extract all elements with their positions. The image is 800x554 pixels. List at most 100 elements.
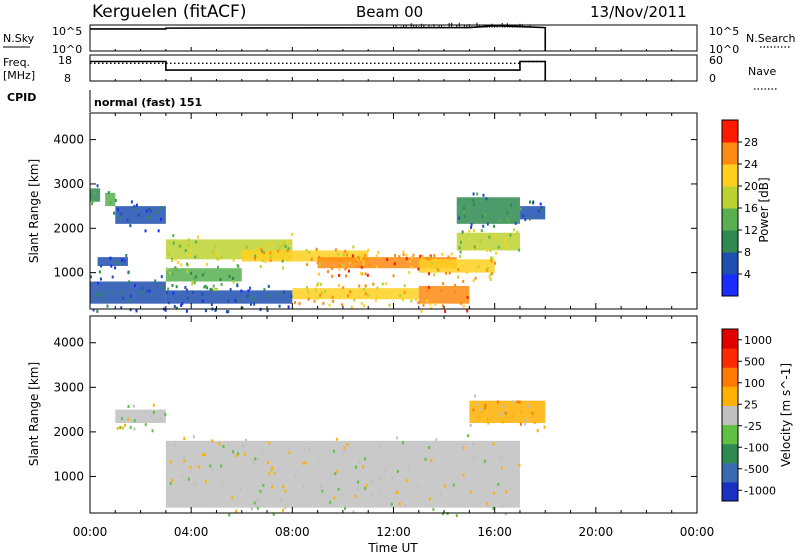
data-speck [360, 271, 363, 275]
data-speck [203, 453, 206, 457]
data-speck [377, 491, 380, 495]
data-speck [328, 303, 331, 307]
data-region-8 [418, 259, 495, 273]
velocity-panel: 1000 2000 3000 4000 00:00 04:00 08:00 12:00 16:… [27, 47, 714, 554]
data-speck [403, 284, 406, 288]
data-speck [323, 289, 326, 293]
nsearch-label: N.Search [746, 32, 796, 45]
data-speck [287, 305, 290, 309]
data-speck [350, 260, 353, 264]
data-speck [513, 228, 516, 232]
data-speck [432, 507, 435, 511]
data-speck [269, 251, 272, 255]
data-region-3 [97, 257, 128, 266]
data-speck [374, 298, 377, 302]
data-speck [214, 244, 217, 248]
freq-left-tick-top: 18 [58, 54, 72, 67]
data-speck [458, 246, 461, 250]
data-speck [462, 446, 465, 450]
data-speck [366, 273, 369, 277]
data-speck [315, 247, 318, 251]
data-speck [429, 497, 432, 501]
data-speck [285, 251, 288, 255]
data-speck [477, 264, 480, 268]
data-speck [152, 411, 155, 415]
data-speck [510, 487, 513, 491]
data-speck [316, 282, 319, 286]
data-speck [282, 485, 285, 489]
data-speck [205, 262, 208, 266]
data-speck [256, 457, 259, 461]
data-speck [504, 411, 507, 415]
data-speck [441, 512, 444, 516]
data-speck [212, 249, 215, 253]
data-speck [427, 272, 430, 276]
data-speck [540, 206, 543, 210]
data-speck [236, 284, 239, 288]
data-speck [169, 271, 172, 275]
data-speck [306, 263, 309, 267]
data-speck [519, 422, 522, 426]
data-speck [313, 287, 316, 291]
colorbar-tick-label: 100 [744, 377, 765, 390]
data-speck [470, 223, 473, 227]
data-speck [480, 407, 483, 411]
data-speck [405, 253, 408, 257]
data-speck [123, 259, 126, 263]
data-speck [249, 302, 252, 306]
data-speck [514, 221, 517, 225]
data-speck [280, 242, 283, 246]
data-region-9 [456, 232, 520, 251]
data-speck [403, 290, 406, 294]
data-speck [129, 308, 132, 312]
velocity-xlabel: Time UT [367, 541, 418, 554]
data-speck [362, 263, 365, 267]
data-speck [268, 472, 271, 476]
data-speck [476, 192, 479, 196]
data-speck [433, 254, 436, 258]
power-colorbar-label: Power [dB] [757, 177, 771, 242]
data-speck [518, 400, 521, 404]
data-speck [480, 229, 483, 233]
data-speck [113, 211, 116, 215]
data-region-7 [317, 257, 457, 269]
data-speck [474, 394, 477, 398]
data-speck [486, 268, 489, 272]
data-speck [281, 508, 284, 512]
data-speck [191, 280, 194, 284]
data-speck [512, 400, 515, 404]
data-speck [266, 256, 269, 260]
data-speck [278, 304, 281, 308]
data-speck [129, 224, 132, 228]
data-speck [141, 291, 144, 295]
data-speck [180, 263, 183, 267]
data-speck [284, 245, 287, 249]
data-speck [484, 403, 487, 407]
data-speck [322, 301, 325, 305]
data-speck [185, 288, 188, 292]
data-speck [512, 414, 515, 418]
data-speck [238, 299, 241, 303]
data-speck [286, 249, 289, 253]
data-speck [91, 202, 94, 206]
data-speck [217, 257, 220, 261]
data-speck [441, 304, 444, 308]
data-speck [466, 309, 469, 313]
data-speck [377, 250, 380, 254]
colorbar-swatch [722, 230, 738, 253]
data-speck [434, 258, 437, 262]
data-speck [510, 203, 513, 207]
data-speck [271, 466, 274, 470]
station-title: Kerguelen (fitACF) [92, 2, 246, 22]
data-speck [256, 506, 259, 510]
data-speck [376, 295, 379, 299]
data-region-10 [456, 197, 520, 224]
data-speck [127, 418, 130, 422]
data-speck [320, 291, 323, 295]
data-speck [481, 214, 484, 218]
velocity-y-axis: 1000 2000 3000 4000 [53, 336, 697, 483]
colorbar-swatch [722, 443, 738, 464]
data-speck [100, 264, 103, 268]
data-speck [268, 441, 271, 445]
data-speck [453, 283, 456, 287]
